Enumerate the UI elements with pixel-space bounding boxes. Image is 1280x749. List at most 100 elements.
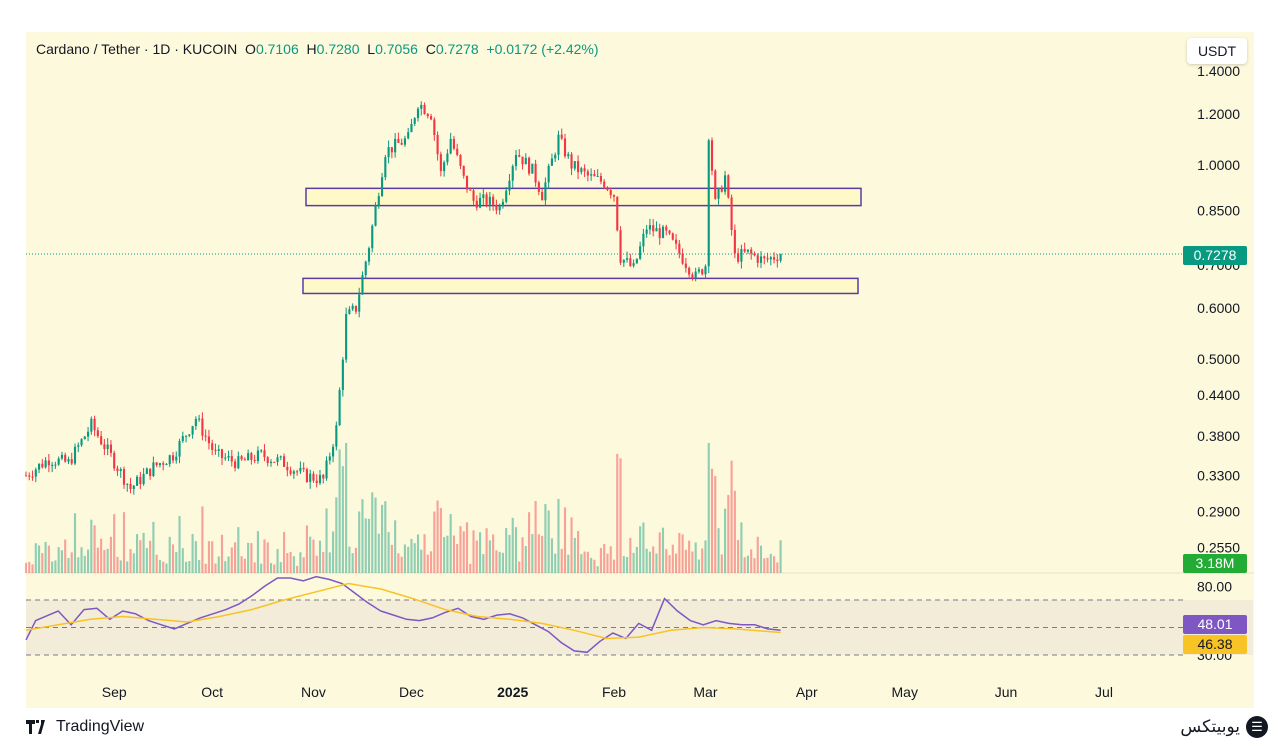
candle-body xyxy=(492,196,495,206)
candle-body xyxy=(534,163,537,183)
volume-bar xyxy=(247,542,250,573)
candle-body xyxy=(83,436,86,440)
volume-bar xyxy=(315,555,318,573)
volume-bar xyxy=(436,500,439,573)
volume-bar xyxy=(351,553,354,573)
candle-body xyxy=(201,418,204,436)
candle-body xyxy=(410,123,413,133)
candle-body xyxy=(678,243,681,254)
candle-body xyxy=(188,434,191,436)
candle-body xyxy=(64,454,67,462)
price-tick-label: 0.8500 xyxy=(1197,203,1240,219)
candle-body xyxy=(387,147,390,158)
candle-body xyxy=(122,469,126,485)
candle-body xyxy=(413,118,416,124)
volume-bar xyxy=(57,547,60,573)
candle-body xyxy=(590,174,593,176)
candle-body xyxy=(501,201,504,206)
currency-unit-button[interactable]: USDT xyxy=(1187,38,1247,64)
candle-body xyxy=(635,258,638,264)
candlesticks xyxy=(24,101,782,495)
candle-body xyxy=(256,450,259,461)
candle-body xyxy=(505,190,508,202)
price-tick-label: 1.0000 xyxy=(1197,157,1240,173)
volume-bar xyxy=(312,539,315,573)
volume-bar xyxy=(661,527,665,573)
price-tick-label: 0.2900 xyxy=(1197,504,1240,520)
volume-bar xyxy=(541,535,544,573)
candle-body xyxy=(351,305,354,310)
volume-bar xyxy=(688,540,691,573)
volume-bar xyxy=(155,554,158,573)
candle-body xyxy=(436,135,439,155)
volume-bar xyxy=(361,499,364,573)
volume-bar xyxy=(64,539,67,573)
volume-bar xyxy=(570,517,573,573)
volume-bar xyxy=(204,563,207,573)
time-tick-label: Feb xyxy=(602,684,626,700)
volume-bar xyxy=(211,541,214,573)
volume-bar xyxy=(158,559,161,573)
volume-bar xyxy=(152,521,155,573)
volume-bar xyxy=(256,531,259,573)
candle-body xyxy=(341,359,344,391)
volume-bar xyxy=(100,538,103,573)
volume-bar xyxy=(443,537,446,573)
time-tick-label: Jun xyxy=(995,684,1018,700)
candle-body xyxy=(381,177,384,197)
candle-body xyxy=(279,456,282,458)
candle-body xyxy=(753,253,756,256)
volume-bars xyxy=(24,443,782,573)
volume-bar xyxy=(694,542,697,573)
candle-body xyxy=(230,456,233,462)
volume-bar xyxy=(737,540,740,573)
candle-body xyxy=(28,475,31,477)
volume-bar xyxy=(681,534,684,573)
volume-bar xyxy=(90,519,93,573)
candle-body xyxy=(358,294,361,312)
candle-body xyxy=(325,460,328,479)
volume-bar xyxy=(622,556,625,573)
candle-body xyxy=(567,154,570,157)
volume-bar xyxy=(171,544,175,573)
candle-body xyxy=(465,175,469,190)
candle-body xyxy=(642,233,645,247)
volume-bar xyxy=(273,564,276,573)
volume-bar xyxy=(599,547,602,573)
tradingview-logo[interactable]: TradingView xyxy=(26,718,144,736)
volume-bar xyxy=(397,553,400,573)
candle-body xyxy=(240,456,243,460)
candle-body xyxy=(606,187,609,191)
volume-bar xyxy=(263,539,266,573)
candle-body xyxy=(283,456,286,467)
volume-bar xyxy=(220,534,224,573)
volume-bar xyxy=(459,526,462,573)
candle-body xyxy=(266,457,269,464)
candle-body xyxy=(162,463,165,465)
candle-body xyxy=(724,175,727,192)
candle-body xyxy=(70,459,73,464)
candle-body xyxy=(717,188,720,199)
candle-body xyxy=(759,256,763,263)
candle-body xyxy=(439,154,442,172)
candle-body xyxy=(472,190,475,201)
volume-bar xyxy=(145,548,148,573)
volume-bar xyxy=(41,553,44,573)
time-tick-label: 2025 xyxy=(497,684,528,700)
volume-bar xyxy=(766,557,769,573)
candle-body xyxy=(688,267,691,275)
candle-body xyxy=(96,430,99,437)
candle-body xyxy=(168,455,171,465)
volume-bar xyxy=(763,558,766,573)
volume-bar xyxy=(328,552,331,573)
candle-body xyxy=(707,140,710,267)
change-value: +0.0172 (+2.42%) xyxy=(486,41,599,57)
candle-body xyxy=(318,474,322,484)
volume-bar xyxy=(358,511,361,573)
volume-bar xyxy=(612,559,616,573)
volume-bar xyxy=(560,548,563,573)
candle-body xyxy=(116,468,119,472)
volume-bar xyxy=(194,541,197,573)
rsi-pane xyxy=(25,575,1253,656)
